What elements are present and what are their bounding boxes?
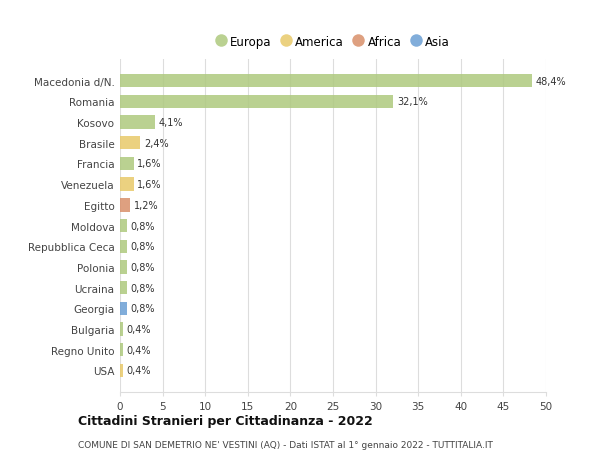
Bar [120, 323, 124, 336]
Text: 0,4%: 0,4% [127, 366, 151, 375]
Text: 1,6%: 1,6% [137, 159, 161, 169]
Bar [120, 75, 532, 88]
Bar [120, 116, 155, 129]
Bar [120, 157, 134, 171]
Text: 0,8%: 0,8% [130, 283, 155, 293]
Bar [120, 178, 134, 191]
Text: Cittadini Stranieri per Cittadinanza - 2022: Cittadini Stranieri per Cittadinanza - 2… [78, 414, 373, 428]
Text: COMUNE DI SAN DEMETRIO NE' VESTINI (AQ) - Dati ISTAT al 1° gennaio 2022 - TUTTIT: COMUNE DI SAN DEMETRIO NE' VESTINI (AQ) … [78, 441, 493, 449]
Text: 2,4%: 2,4% [144, 139, 169, 148]
Bar [120, 364, 124, 377]
Bar [120, 137, 140, 150]
Bar [120, 261, 127, 274]
Bar [120, 199, 130, 212]
Text: 0,4%: 0,4% [127, 345, 151, 355]
Bar [120, 302, 127, 315]
Bar [120, 343, 124, 357]
Text: 1,2%: 1,2% [134, 201, 158, 210]
Bar [120, 95, 394, 109]
Text: 0,8%: 0,8% [130, 242, 155, 252]
Legend: Europa, America, Africa, Asia: Europa, America, Africa, Asia [212, 32, 454, 52]
Text: 0,8%: 0,8% [130, 304, 155, 313]
Text: 32,1%: 32,1% [397, 97, 428, 107]
Bar [120, 219, 127, 233]
Text: 1,6%: 1,6% [137, 180, 161, 190]
Text: 0,8%: 0,8% [130, 263, 155, 272]
Text: 4,1%: 4,1% [158, 118, 183, 128]
Text: 0,8%: 0,8% [130, 221, 155, 231]
Text: 48,4%: 48,4% [536, 77, 566, 86]
Bar [120, 281, 127, 295]
Text: 0,4%: 0,4% [127, 325, 151, 334]
Bar [120, 240, 127, 253]
